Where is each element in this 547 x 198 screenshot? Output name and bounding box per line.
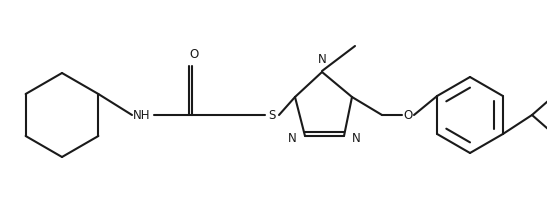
Text: N: N [318, 53, 327, 66]
Text: O: O [189, 48, 199, 61]
Text: O: O [403, 109, 412, 122]
Text: N: N [288, 131, 297, 145]
Text: NH: NH [133, 109, 151, 122]
Text: S: S [269, 109, 276, 122]
Text: N: N [352, 131, 361, 145]
